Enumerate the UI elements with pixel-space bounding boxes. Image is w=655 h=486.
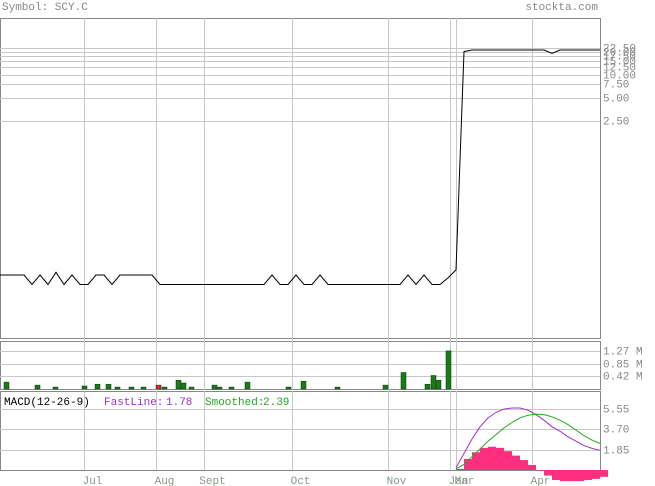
- macd-histogram-bar: [456, 468, 464, 471]
- x-tick-label: Apr: [531, 476, 551, 486]
- y-tick-label: 3.70: [603, 424, 629, 436]
- volume-bar: [424, 383, 431, 390]
- volume-bar: [34, 384, 41, 390]
- y-tick-label: 10.00: [603, 70, 636, 82]
- macd-histogram-bar: [464, 458, 472, 471]
- volume-bar: [155, 384, 162, 390]
- volume-bar: [94, 383, 101, 390]
- y-tick-label: 17.50: [603, 51, 636, 63]
- volume-bar: [188, 386, 195, 390]
- macd-line: [455, 413, 601, 470]
- volume-bar: [244, 381, 251, 390]
- macd-histogram-bar: [520, 460, 528, 471]
- y-tick-label: 1.27 M: [603, 346, 643, 358]
- volume-bar: [105, 383, 112, 390]
- volume-bar: [435, 380, 442, 390]
- legend-value: 1.78: [166, 397, 192, 409]
- macd-histogram-bar: [528, 465, 536, 471]
- macd-histogram-bar: [576, 470, 584, 482]
- macd-histogram-bar: [560, 470, 568, 482]
- legend-label: Smoothed:: [205, 397, 264, 409]
- legend-value: 2.39: [263, 397, 289, 409]
- macd-histogram-bar: [496, 447, 504, 471]
- site: stockta.com: [525, 2, 598, 14]
- y-tick-label: 5.00: [603, 93, 629, 105]
- y-tick-label: 0.42 M: [603, 371, 643, 383]
- volume-bar: [285, 386, 292, 390]
- volume-bar: [180, 382, 187, 390]
- macd-histogram-bar: [584, 470, 592, 481]
- volume-bar: [400, 372, 407, 390]
- volume-bar: [445, 350, 452, 390]
- macd-line: [455, 407, 601, 469]
- volume-bar: [175, 380, 182, 390]
- legend-label: FastLine:: [104, 397, 163, 409]
- x-tick-label: Jul: [83, 476, 103, 486]
- macd-histogram-bar: [480, 447, 488, 471]
- panel-frame: [0, 391, 601, 471]
- panel-frame: [0, 341, 601, 390]
- volume-bar: [161, 386, 168, 390]
- macd-histogram-bar: [544, 470, 552, 476]
- macd-histogram-bar: [592, 470, 600, 479]
- price-line: [0, 49, 600, 286]
- panel-frame: [0, 18, 601, 339]
- volume-bar: [334, 386, 341, 390]
- y-tick-label: 0.85 M: [603, 359, 643, 371]
- volume-bar: [52, 386, 59, 390]
- macd-title: MACD(12-26-9): [4, 397, 90, 409]
- y-tick-label: 5.55: [603, 404, 629, 416]
- volume-bar: [216, 386, 223, 390]
- symbol: Symbol: SCY.C: [2, 2, 88, 14]
- volume-bar: [211, 384, 218, 390]
- volume-bar: [81, 385, 88, 390]
- volume-bar: [128, 386, 135, 390]
- y-tick-label: 15.00: [603, 56, 636, 68]
- y-tick-label: 1.85: [603, 445, 629, 457]
- y-tick-label: 7.50: [603, 79, 629, 91]
- volume-bar: [300, 380, 307, 390]
- volume-bar: [382, 384, 389, 390]
- volume-bar: [3, 381, 10, 390]
- y-tick-label: 12.50: [603, 62, 636, 74]
- x-tick-label: Aug: [155, 476, 175, 486]
- macd-histogram-bar: [568, 470, 576, 482]
- macd-histogram-bar: [504, 451, 512, 471]
- x-tick-label: Nov: [387, 476, 407, 486]
- x-tick-label: Sept: [199, 476, 225, 486]
- y-tick-label: 2.50: [603, 116, 629, 128]
- volume-bar: [114, 386, 121, 390]
- y-tick-label: 20.00: [603, 47, 636, 59]
- volume-bar: [140, 386, 147, 390]
- macd-histogram-bar: [472, 452, 480, 471]
- macd-histogram-bar: [488, 446, 496, 471]
- macd-histogram-bar: [536, 470, 544, 471]
- x-tick-label: Jan: [449, 476, 469, 486]
- volume-bar: [430, 375, 437, 390]
- x-tick-label: Oct: [291, 476, 311, 486]
- y-tick-label: 22.50: [603, 43, 636, 55]
- macd-histogram-bar: [600, 470, 608, 477]
- macd-histogram-bar: [512, 455, 520, 471]
- volume-bar: [228, 386, 235, 390]
- macd-histogram-bar: [552, 470, 560, 481]
- x-tick-label: Mar: [455, 476, 475, 486]
